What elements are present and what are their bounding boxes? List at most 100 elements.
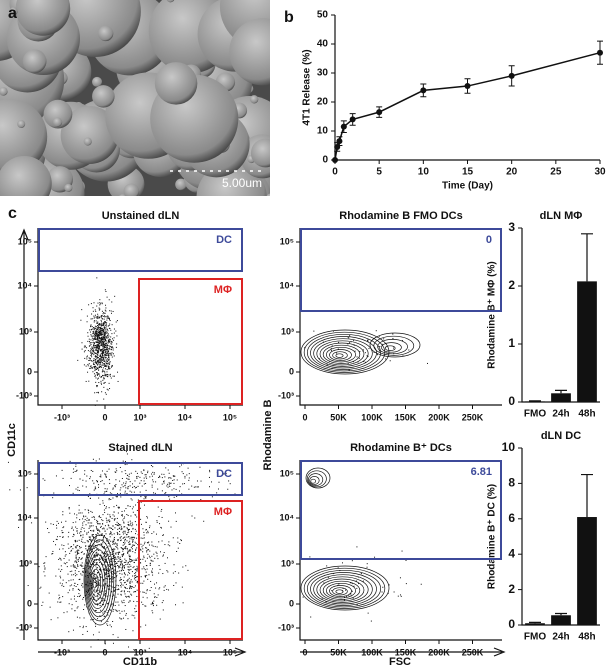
event-dot bbox=[151, 604, 152, 605]
event-dot bbox=[120, 564, 121, 565]
event-dot bbox=[118, 561, 119, 562]
data-point bbox=[597, 50, 603, 56]
event-dot bbox=[88, 520, 89, 521]
event-dot bbox=[104, 383, 105, 384]
event-dot bbox=[95, 317, 96, 318]
event-dot bbox=[368, 613, 369, 614]
event-dot bbox=[144, 498, 145, 499]
event-dot bbox=[83, 528, 84, 529]
y-tick-label: 10⁵ bbox=[280, 468, 294, 478]
event-dot bbox=[96, 329, 97, 330]
event-dot bbox=[147, 471, 148, 472]
event-dot bbox=[124, 516, 125, 517]
event-dot bbox=[123, 526, 124, 527]
event-dot bbox=[76, 557, 77, 558]
event-dot bbox=[153, 492, 154, 493]
event-dot bbox=[102, 375, 103, 376]
event-dot bbox=[97, 318, 98, 319]
event-dot bbox=[105, 382, 106, 383]
event-dot bbox=[106, 360, 107, 361]
event-dot bbox=[80, 320, 81, 321]
event-dot bbox=[79, 519, 80, 520]
event-dot bbox=[95, 339, 96, 340]
event-dot bbox=[72, 536, 73, 537]
event-dot bbox=[89, 339, 90, 340]
event-dot bbox=[90, 348, 91, 349]
event-dot bbox=[75, 560, 76, 561]
event-dot bbox=[93, 351, 94, 352]
event-dot bbox=[94, 517, 95, 518]
event-dot bbox=[87, 364, 88, 365]
event-dot bbox=[91, 470, 92, 471]
event-dot bbox=[118, 523, 119, 524]
event-dot bbox=[130, 491, 131, 492]
event-dot bbox=[68, 580, 69, 581]
event-dot bbox=[179, 543, 180, 544]
event-dot bbox=[163, 609, 164, 610]
event-dot bbox=[175, 512, 176, 513]
event-dot bbox=[155, 546, 156, 547]
event-dot bbox=[62, 527, 63, 528]
event-dot bbox=[98, 368, 99, 369]
event-dot bbox=[92, 512, 93, 513]
event-dot bbox=[174, 564, 175, 565]
event-dot bbox=[104, 335, 105, 336]
event-dot bbox=[82, 486, 83, 487]
event-dot bbox=[119, 573, 120, 574]
event-dot bbox=[76, 470, 77, 471]
event-dot bbox=[129, 588, 130, 589]
event-dot bbox=[101, 383, 102, 384]
event-dot bbox=[107, 363, 108, 364]
event-dot bbox=[103, 325, 104, 326]
contour bbox=[333, 352, 348, 359]
event-dot bbox=[128, 596, 129, 597]
event-dot bbox=[167, 557, 168, 558]
event-dot bbox=[132, 615, 133, 616]
event-dot bbox=[122, 515, 123, 516]
event-dot bbox=[142, 548, 143, 549]
data-point bbox=[420, 87, 426, 93]
event-dot bbox=[104, 512, 105, 513]
event-dot bbox=[113, 553, 114, 554]
event-dot bbox=[106, 351, 107, 352]
event-dot bbox=[102, 542, 103, 543]
event-dot bbox=[74, 583, 75, 584]
event-dot bbox=[135, 533, 136, 534]
x-axis-label: Time (Day) bbox=[442, 181, 493, 192]
event-dot bbox=[93, 338, 94, 339]
event-dot bbox=[83, 516, 84, 517]
event-dot bbox=[126, 451, 127, 452]
event-dot bbox=[94, 392, 95, 393]
event-dot bbox=[157, 555, 158, 556]
event-dot bbox=[111, 313, 112, 314]
event-dot bbox=[123, 461, 124, 462]
event-dot bbox=[76, 568, 77, 569]
event-dot bbox=[121, 536, 122, 537]
event-dot bbox=[93, 327, 94, 328]
event-dot bbox=[97, 567, 98, 568]
event-dot bbox=[127, 527, 128, 528]
event-dot bbox=[94, 540, 95, 541]
event-dot bbox=[133, 587, 134, 588]
event-dot bbox=[87, 518, 88, 519]
event-dot bbox=[111, 355, 112, 356]
event-dot bbox=[129, 578, 130, 579]
y-tick-label: 6 bbox=[508, 511, 515, 525]
event-dot bbox=[127, 566, 128, 567]
event-dot bbox=[90, 476, 91, 477]
event-dot bbox=[136, 611, 137, 612]
event-dot bbox=[421, 584, 422, 585]
event-dot bbox=[113, 611, 114, 612]
event-dot bbox=[95, 377, 96, 378]
y-tick-label: 4 bbox=[508, 546, 515, 560]
event-dot bbox=[97, 372, 98, 373]
event-dot bbox=[131, 595, 132, 596]
event-dot bbox=[106, 477, 107, 478]
event-dot bbox=[103, 337, 104, 338]
event-dot bbox=[200, 499, 201, 500]
event-dot bbox=[371, 621, 372, 622]
x-tick-label: FMO bbox=[524, 409, 546, 420]
y-tick-label: 10⁵ bbox=[18, 236, 32, 246]
event-dot bbox=[105, 488, 106, 489]
